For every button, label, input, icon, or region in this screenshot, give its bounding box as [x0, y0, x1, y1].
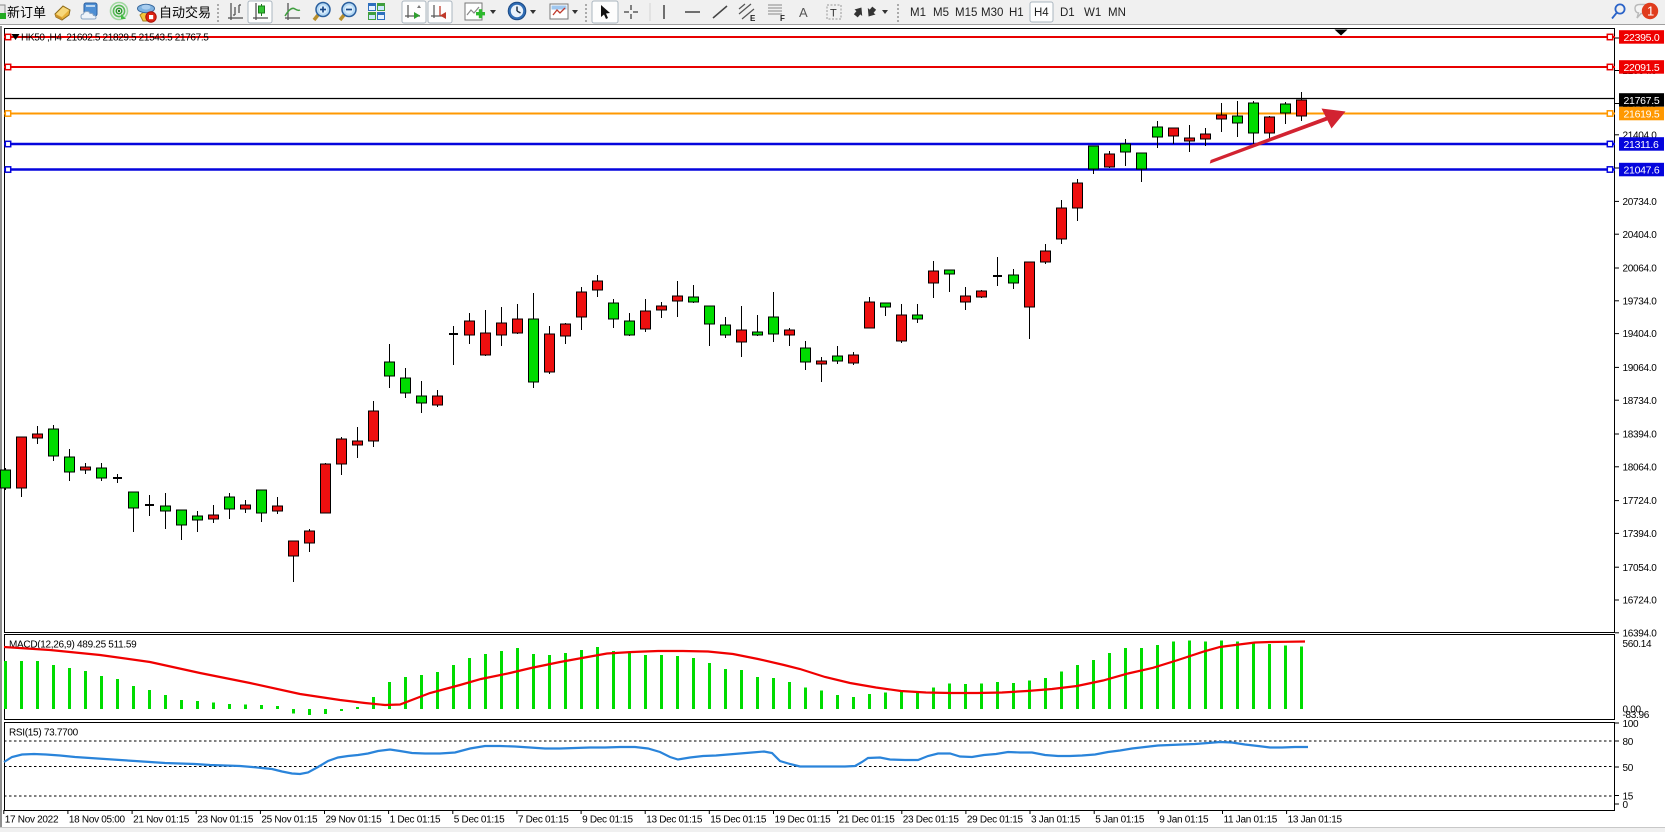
svg-text:E: E: [750, 14, 756, 23]
svg-text:17 Nov 2022: 17 Nov 2022: [5, 815, 59, 826]
svg-text:23 Nov 01:15: 23 Nov 01:15: [197, 815, 254, 826]
svg-text:M1: M1: [910, 7, 926, 19]
svg-text:M15: M15: [955, 7, 977, 19]
svg-text:21311.6: 21311.6: [1624, 139, 1660, 151]
svg-text:21 Nov 01:15: 21 Nov 01:15: [133, 815, 190, 826]
svg-text:15 Dec 01:15: 15 Dec 01:15: [710, 815, 767, 826]
svg-text:F: F: [780, 14, 785, 23]
svg-text:50: 50: [1623, 763, 1634, 774]
svg-text:5 Jan 01:15: 5 Jan 01:15: [1095, 815, 1145, 826]
svg-text:560.14: 560.14: [1623, 639, 1653, 650]
svg-text:W1: W1: [1084, 7, 1101, 19]
svg-text:9 Jan 01:15: 9 Jan 01:15: [1159, 815, 1209, 826]
svg-text:16394.0: 16394.0: [1623, 628, 1658, 639]
svg-text:16724.0: 16724.0: [1623, 596, 1658, 607]
svg-text:1: 1: [1647, 4, 1654, 19]
svg-text:19064.0: 19064.0: [1623, 363, 1658, 374]
svg-text:M30: M30: [981, 7, 1003, 19]
svg-text:23 Dec 01:15: 23 Dec 01:15: [903, 815, 960, 826]
svg-text:HK50 ,H4 21602.5 21829.5 2154: HK50 ,H4 21602.5 21829.5 21543.5 21767.5: [21, 33, 209, 44]
svg-text:29 Dec 01:15: 29 Dec 01:15: [967, 815, 1024, 826]
svg-text:3 Jan 01:15: 3 Jan 01:15: [1031, 815, 1081, 826]
svg-text:18734.0: 18734.0: [1623, 396, 1658, 407]
svg-text:21767.5: 21767.5: [1624, 95, 1660, 107]
svg-text:1 Dec 01:15: 1 Dec 01:15: [390, 815, 441, 826]
svg-text:21619.5: 21619.5: [1624, 108, 1660, 120]
svg-text:0: 0: [1623, 800, 1629, 811]
svg-text:21047.6: 21047.6: [1624, 164, 1660, 176]
svg-text:80: 80: [1623, 737, 1634, 748]
svg-text:7 Dec 01:15: 7 Dec 01:15: [518, 815, 569, 826]
svg-text:21404.0: 21404.0: [1623, 130, 1658, 141]
svg-text:15: 15: [1623, 792, 1634, 803]
svg-text:9 Dec 01:15: 9 Dec 01:15: [582, 815, 633, 826]
svg-text:新订单: 新订单: [7, 5, 46, 20]
svg-text:25 Nov 01:15: 25 Nov 01:15: [261, 815, 318, 826]
svg-text:17054.0: 17054.0: [1623, 563, 1658, 574]
svg-text:H1: H1: [1009, 7, 1024, 19]
svg-text:18 Nov 05:00: 18 Nov 05:00: [69, 815, 126, 826]
svg-text:22091.5: 22091.5: [1624, 62, 1660, 74]
svg-text:20404.0: 20404.0: [1623, 230, 1658, 241]
svg-text:-83.96: -83.96: [1623, 710, 1650, 721]
svg-text:19734.0: 19734.0: [1623, 296, 1658, 307]
svg-text:21 Dec 01:15: 21 Dec 01:15: [839, 815, 896, 826]
svg-text:M5: M5: [933, 7, 949, 19]
svg-text:17394.0: 17394.0: [1623, 529, 1658, 540]
svg-text:MN: MN: [1108, 7, 1126, 19]
svg-text:0.00: 0.00: [1623, 705, 1642, 716]
svg-text:自动交易: 自动交易: [159, 5, 211, 20]
svg-text:100: 100: [1623, 719, 1640, 730]
svg-text:19404.0: 19404.0: [1623, 329, 1658, 340]
svg-text:29 Nov 01:15: 29 Nov 01:15: [326, 815, 383, 826]
svg-text:19 Dec 01:15: 19 Dec 01:15: [775, 815, 832, 826]
svg-text:5 Dec 01:15: 5 Dec 01:15: [454, 815, 505, 826]
svg-text:17724.0: 17724.0: [1623, 496, 1658, 507]
svg-text:20734.0: 20734.0: [1623, 197, 1658, 208]
svg-text:22395.0: 22395.0: [1624, 32, 1660, 44]
svg-text:13 Jan 01:15: 13 Jan 01:15: [1288, 815, 1343, 826]
svg-text:18394.0: 18394.0: [1623, 430, 1658, 441]
svg-text:13 Dec 01:15: 13 Dec 01:15: [646, 815, 703, 826]
svg-text:A: A: [799, 5, 808, 20]
svg-text:D1: D1: [1060, 7, 1075, 19]
svg-text:RSI(15) 73.7700: RSI(15) 73.7700: [9, 728, 79, 739]
svg-text:H4: H4: [1034, 7, 1049, 19]
svg-text:T: T: [830, 8, 837, 20]
svg-text:11 Jan 01:15: 11 Jan 01:15: [1224, 815, 1278, 826]
svg-text:MACD(12,26,9) 489.25 511.59: MACD(12,26,9) 489.25 511.59: [9, 640, 137, 651]
svg-text:20064.0: 20064.0: [1623, 264, 1658, 275]
svg-text:18064.0: 18064.0: [1623, 462, 1658, 473]
